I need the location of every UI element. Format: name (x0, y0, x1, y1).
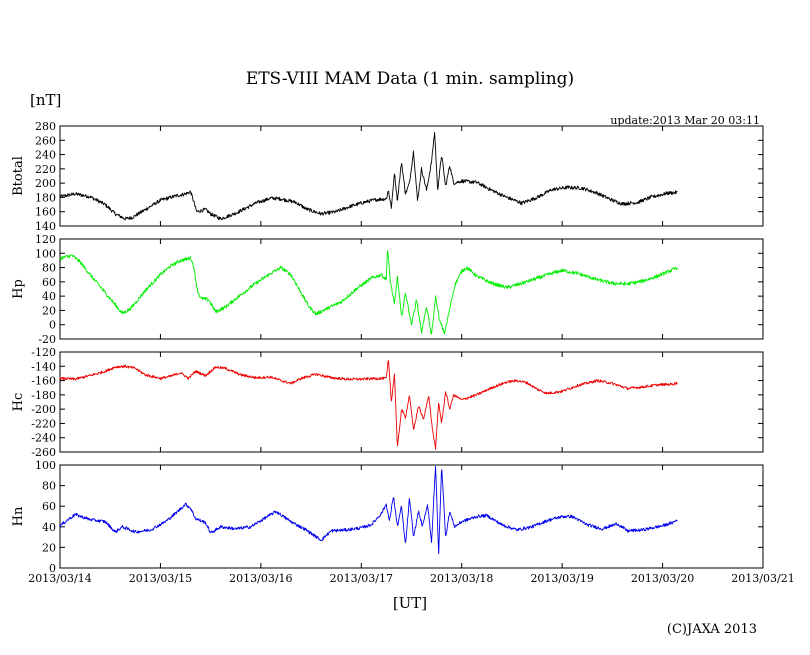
panel-hc: -260-240 -220-200-180-160 -140-120 Hc (11, 346, 764, 459)
y-tick-label: 20 (42, 304, 56, 317)
y-tick-label: 100 (35, 459, 56, 472)
y-tick-label: -200 (31, 403, 56, 416)
x-axis: 2013/03/14 2013/03/15 2013/03/16 2013/03/17… (28, 572, 794, 585)
panels-group: 140160180200220240260280Btotal-200204060… (11, 120, 764, 575)
panel-frame (59, 464, 764, 569)
y-tick-label: -220 (31, 417, 56, 430)
y-tick-label: 200 (35, 177, 56, 190)
panel-frame (59, 351, 764, 453)
y-tick-label: 0 (49, 319, 56, 332)
y-tick-label: 40 (42, 290, 56, 303)
y-tick-label: 260 (35, 134, 56, 147)
x-tick-label: 2013/03/15 (129, 572, 192, 585)
series-line-hn (59, 465, 678, 555)
y-tick-label: 0 (49, 562, 56, 575)
y-tick-label: -260 (31, 446, 56, 459)
y-tick-label: 20 (42, 541, 56, 554)
y-tick-label: 140 (35, 220, 56, 233)
y-tick-label: 60 (42, 500, 56, 513)
x-tick-label: 2013/03/21 (731, 572, 794, 585)
series-line-hc (59, 360, 678, 450)
x-tick-label: 2013/03/19 (530, 572, 593, 585)
y-tick-label: -140 (31, 360, 56, 373)
panel-hn: 0 20 40 60 80 100 Hn (11, 459, 764, 575)
x-axis-label: [UT] (393, 594, 427, 612)
y-tick-label: 180 (35, 191, 56, 204)
y-tick-label: 80 (42, 480, 56, 493)
series-line-hp (59, 250, 678, 335)
y-tick-label: -180 (31, 389, 56, 402)
x-tick-label: 2013/03/14 (28, 572, 91, 585)
y-tick-label: 120 (35, 233, 56, 246)
y-tick-label: -120 (31, 346, 56, 359)
unit-label: [nT] (30, 91, 61, 109)
y-axis-label-hc: Hc (11, 393, 26, 412)
y-tick-label: 60 (42, 276, 56, 289)
y-tick-label: 280 (35, 120, 56, 133)
y-tick-label: -240 (31, 432, 56, 445)
x-tick-label: 2013/03/16 (229, 572, 292, 585)
y-tick-label: 240 (35, 149, 56, 162)
y-axis-label-hn: Hn (11, 506, 26, 526)
y-tick-label: 80 (42, 262, 56, 275)
y-tick-label: 100 (35, 247, 56, 260)
x-tick-label: 2013/03/20 (631, 572, 694, 585)
x-tick-label: 2013/03/17 (330, 572, 393, 585)
update-timestamp: update:2013 Mar 20 03:11 (610, 114, 760, 127)
panel-frame (59, 125, 764, 227)
y-tick-label: 220 (35, 163, 56, 176)
copyright-credit: (C)JAXA 2013 (667, 622, 757, 637)
y-tick-label: 40 (42, 521, 56, 534)
x-tick-label: 2013/03/18 (430, 572, 493, 585)
y-tick-label: 160 (35, 206, 56, 219)
panel-frame (59, 238, 764, 340)
y-tick-label: -20 (38, 333, 56, 346)
y-axis-label-btotal: Btotal (11, 156, 26, 196)
series-line-btotal (59, 131, 678, 221)
y-axis-label-hp: Hp (11, 279, 26, 299)
y-tick-label: -160 (31, 375, 56, 388)
chart-title: ETS-VIII MAM Data (1 min. sampling) (246, 69, 574, 89)
